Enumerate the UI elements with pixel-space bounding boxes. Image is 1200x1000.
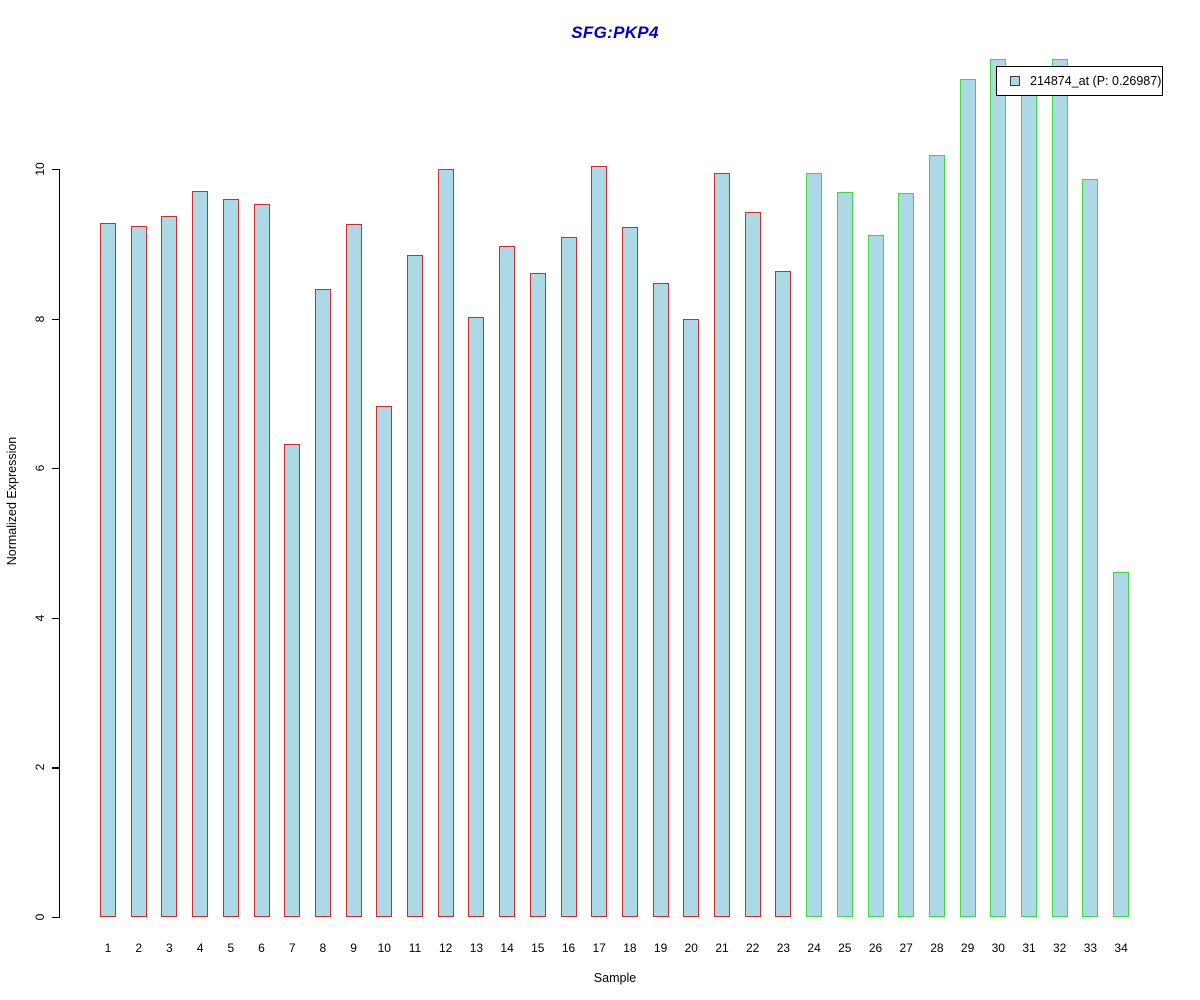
bar-sample-16 [560, 237, 577, 917]
x-tick-label-7: 7 [288, 941, 296, 955]
y-tick-label: 4 [33, 614, 47, 622]
x-tick-label-32: 32 [1053, 941, 1067, 955]
bar-sample-32 [1051, 59, 1068, 917]
x-tick-label-20: 20 [684, 941, 698, 955]
bar-sample-4 [192, 190, 209, 917]
legend-label: 214874_at (P: 0.26987) [1030, 74, 1162, 88]
x-tick-label-31: 31 [1022, 941, 1036, 955]
x-tick-label-34: 34 [1114, 941, 1128, 955]
bar-sample-9 [345, 223, 362, 917]
bar-sample-12 [437, 169, 454, 917]
bar-sample-24 [806, 172, 823, 917]
y-axis-line [59, 169, 61, 918]
x-tick-label-23: 23 [776, 941, 791, 955]
bar-sample-15 [529, 272, 546, 917]
bar-sample-6 [253, 204, 270, 917]
x-tick-label-9: 9 [350, 941, 357, 955]
y-axis-title: Normalized Expression [5, 436, 19, 566]
bar-sample-10 [376, 406, 393, 917]
x-tick-label-28: 28 [930, 941, 944, 955]
bar-sample-7 [284, 443, 301, 917]
x-tick-label-18: 18 [623, 941, 637, 955]
x-tick-label-24: 24 [807, 941, 821, 955]
bar-sample-17 [591, 166, 608, 917]
bar-sample-29 [959, 79, 976, 917]
x-tick-label-27: 27 [899, 941, 913, 955]
legend: 214874_at (P: 0.26987) [996, 66, 1163, 96]
x-tick-label-26: 26 [868, 941, 883, 955]
x-tick-label-10: 10 [377, 941, 391, 955]
x-tick-label-15: 15 [531, 941, 545, 955]
x-tick-label-1: 1 [104, 941, 112, 955]
legend-swatch-icon [1010, 76, 1020, 86]
y-tick-label: 8 [33, 315, 47, 322]
x-tick-label-6: 6 [258, 941, 265, 955]
bar-sample-18 [621, 226, 638, 917]
x-tick-label-8: 8 [319, 941, 327, 955]
x-tick-label-33: 33 [1083, 941, 1098, 955]
bar-sample-13 [468, 317, 485, 917]
x-tick-label-25: 25 [838, 941, 852, 955]
y-tick-label: 2 [33, 764, 47, 771]
x-tick-label-12: 12 [439, 941, 453, 955]
y-tick-mark [52, 917, 59, 919]
chart-title: SFG:PKP4 [571, 23, 659, 42]
bar-sample-34 [1113, 572, 1130, 917]
bar-sample-20 [683, 319, 700, 917]
bar-sample-25 [836, 192, 853, 917]
x-tick-label-22: 22 [746, 941, 760, 955]
y-tick-mark [52, 169, 59, 171]
x-tick-label-17: 17 [592, 941, 606, 955]
x-tick-label-16: 16 [561, 941, 576, 955]
x-tick-label-30: 30 [991, 941, 1005, 955]
x-tick-label-5: 5 [227, 941, 235, 955]
x-tick-label-14: 14 [500, 941, 514, 955]
bar-sample-14 [499, 246, 516, 917]
x-tick-label-4: 4 [196, 941, 204, 955]
bar-sample-22 [744, 211, 761, 917]
bar-sample-1 [100, 222, 116, 917]
bar-sample-11 [407, 255, 423, 917]
bar-sample-33 [1082, 178, 1099, 917]
bar-sample-27 [898, 192, 915, 917]
x-tick-label-19: 19 [653, 941, 668, 955]
x-tick-label-2: 2 [135, 941, 143, 955]
x-axis-title: Sample [593, 971, 637, 985]
bar-sample-23 [775, 270, 792, 917]
bar-sample-5 [222, 198, 239, 917]
bar-sample-2 [130, 225, 147, 917]
x-tick-label-29: 29 [960, 941, 975, 955]
bar-sample-19 [652, 282, 669, 917]
y-tick-mark [52, 617, 59, 619]
bar-sample-8 [314, 288, 331, 917]
y-tick-label: 10 [33, 162, 47, 176]
x-tick-label-13: 13 [469, 941, 484, 955]
x-tick-label-21: 21 [715, 941, 729, 955]
bar-sample-21 [714, 172, 730, 917]
bar-sample-3 [161, 216, 178, 917]
y-tick-label: 6 [33, 464, 47, 472]
y-tick-mark [52, 468, 59, 470]
x-tick-label-3: 3 [166, 941, 173, 955]
bar-sample-31 [1021, 94, 1037, 917]
bar-sample-30 [990, 59, 1007, 917]
x-tick-label-11: 11 [408, 941, 422, 955]
bar-sample-26 [867, 234, 884, 917]
y-tick-mark [52, 318, 59, 320]
bar-sample-28 [928, 154, 945, 917]
y-tick-label: 0 [33, 913, 47, 921]
y-tick-mark [52, 767, 59, 769]
